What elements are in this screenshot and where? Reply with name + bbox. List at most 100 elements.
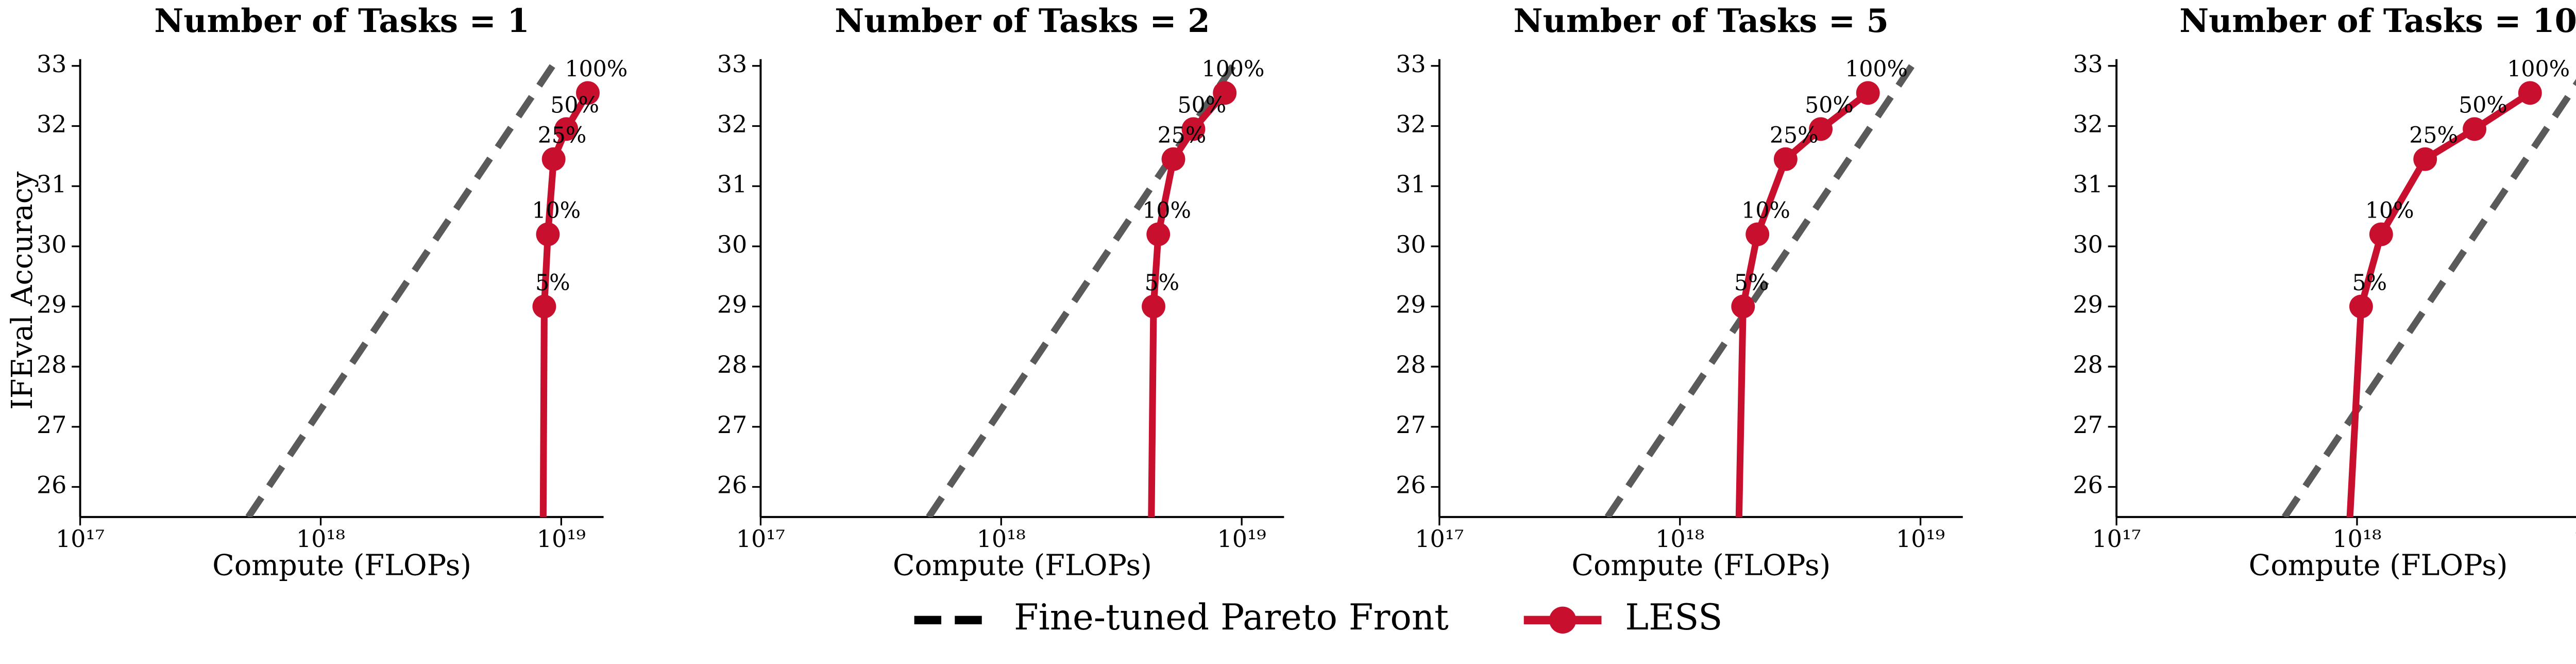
- point-label: 25%: [1770, 123, 1819, 148]
- y-tick-label: 27: [717, 411, 747, 439]
- y-tick-label: 32: [1396, 110, 1426, 138]
- x-tick-label: 10¹⁷: [2092, 525, 2141, 553]
- y-tick-label: 28: [1396, 351, 1426, 378]
- point-label: 100%: [565, 57, 628, 82]
- panel-title: Number of Tasks = 10: [2179, 2, 2576, 40]
- y-tick-label: 26: [2073, 471, 2103, 499]
- point-marker: [536, 222, 560, 246]
- point-label: 50%: [1177, 93, 1226, 119]
- panel-title: Number of Tasks = 5: [1514, 2, 1889, 40]
- point-marker: [554, 117, 579, 141]
- y-tick-label: 30: [2073, 230, 2103, 258]
- plot-area: [1604, 64, 1915, 517]
- y-tick-label: 33: [717, 50, 747, 78]
- y-tick-label: 30: [37, 230, 66, 258]
- panel: Number of Tasks = 5 26 27 28 29 30 31 32 33 10¹⁷ 1…: [1396, 2, 1963, 583]
- pareto-line: [245, 64, 555, 517]
- plot-area: [245, 64, 600, 517]
- panel: Number of Tasks = 2 26 27 28 29 30 31 32 33 10¹⁷ 1…: [717, 2, 1284, 583]
- point-label: 50%: [2459, 93, 2507, 119]
- y-tick-label: 32: [717, 110, 747, 138]
- point-label: 25%: [1158, 123, 1207, 148]
- y-tick-label: 26: [1396, 471, 1426, 499]
- point-label: 100%: [1202, 57, 1265, 82]
- y-tick-label: 31: [717, 170, 747, 198]
- point-marker: [1142, 294, 1165, 319]
- legend-label: Fine-tuned Pareto Front: [1014, 597, 1449, 638]
- point-marker: [1856, 81, 1880, 105]
- x-tick-label: 10¹⁸: [977, 525, 1026, 553]
- y-tick-label: 30: [717, 230, 747, 258]
- series-line: [2346, 90, 2532, 517]
- point-label: 10%: [1741, 198, 1790, 224]
- x-axis-label: Compute (FLOPs): [1571, 549, 1831, 583]
- y-tick-label: 27: [2073, 411, 2103, 439]
- point-marker: [1745, 222, 1770, 246]
- y-tick-label: 32: [2073, 110, 2103, 138]
- point-label: 50%: [1805, 93, 1854, 119]
- point-marker: [2518, 81, 2542, 105]
- x-axis-label: Compute (FLOPs): [893, 549, 1152, 583]
- y-tick-label: 31: [37, 170, 66, 198]
- x-axis-label: Compute (FLOPs): [212, 549, 471, 583]
- point-marker: [576, 81, 600, 105]
- plot-area: [2281, 79, 2576, 517]
- x-tick-label: 10¹⁹: [1896, 525, 1945, 553]
- y-tick-label: 28: [2073, 351, 2103, 378]
- y-tick-label: 29: [37, 291, 66, 319]
- point-marker: [1213, 81, 1237, 105]
- y-tick-label: 29: [717, 291, 747, 319]
- panel: Number of Tasks = 10 26 27 28 29 30 31 32 33 10¹⁷…: [2073, 2, 2576, 583]
- y-axis-label: IFEval Accuracy: [6, 171, 39, 410]
- point-marker: [1161, 147, 1185, 171]
- x-tick-label: 10¹⁷: [1415, 525, 1464, 553]
- y-tick-label: 28: [37, 351, 66, 378]
- point-label: 100%: [1845, 57, 1908, 82]
- y-tick-label: 29: [2073, 291, 2103, 319]
- point-label: 25%: [538, 123, 587, 148]
- y-tick-label: 31: [1396, 170, 1426, 198]
- x-tick-label: 10¹⁹: [1217, 525, 1266, 553]
- y-tick-label: 27: [37, 411, 66, 439]
- pareto-line: [1604, 64, 1915, 517]
- panel: Number of Tasks = 1 26 27 28 29 30 31 32 33 10¹⁷ 1…: [6, 2, 628, 583]
- point-label: 10%: [532, 198, 581, 224]
- y-tick-label: 27: [1396, 411, 1426, 439]
- y-tick-label: 29: [1396, 291, 1426, 319]
- y-tick-label: 33: [37, 50, 66, 78]
- x-tick-label: 10¹⁷: [736, 525, 785, 553]
- y-tick-label: 26: [717, 471, 747, 499]
- y-tick-label: 33: [1396, 50, 1426, 78]
- point-label: 100%: [2507, 57, 2570, 82]
- plot-area: [926, 64, 1237, 517]
- y-tick-label: 28: [717, 351, 747, 378]
- point-marker: [1731, 294, 1755, 319]
- point-marker: [1181, 117, 1206, 141]
- point-marker: [1146, 222, 1171, 246]
- y-tick-label: 32: [37, 110, 66, 138]
- x-tick-label: 10¹⁷: [56, 525, 105, 553]
- point-label: 5%: [2352, 270, 2387, 296]
- point-label: 10%: [1142, 198, 1191, 224]
- y-tick-label: 26: [37, 471, 66, 499]
- x-tick-label: 10¹⁸: [1655, 525, 1704, 553]
- point-label: 5%: [535, 270, 570, 296]
- point-marker: [541, 147, 566, 171]
- x-tick-label: 10¹⁹: [2573, 525, 2576, 553]
- legend: Fine-tuned Pareto Front LESS: [914, 597, 1722, 638]
- y-tick-label: 31: [2073, 170, 2103, 198]
- point-label: 25%: [2409, 123, 2458, 148]
- point-marker: [2413, 147, 2437, 171]
- y-tick-label: 30: [1396, 230, 1426, 258]
- point-marker: [1773, 147, 1798, 171]
- point-marker: [2463, 117, 2486, 141]
- panel-title: Number of Tasks = 1: [154, 2, 529, 40]
- x-tick-label: 10¹⁸: [296, 525, 345, 553]
- point-marker: [1809, 117, 1833, 141]
- point-label: 50%: [550, 93, 599, 119]
- point-label: 5%: [1734, 270, 1769, 296]
- x-tick-label: 10¹⁹: [537, 525, 586, 553]
- pareto-line: [2281, 79, 2576, 517]
- x-tick-label: 10¹⁸: [2332, 525, 2381, 553]
